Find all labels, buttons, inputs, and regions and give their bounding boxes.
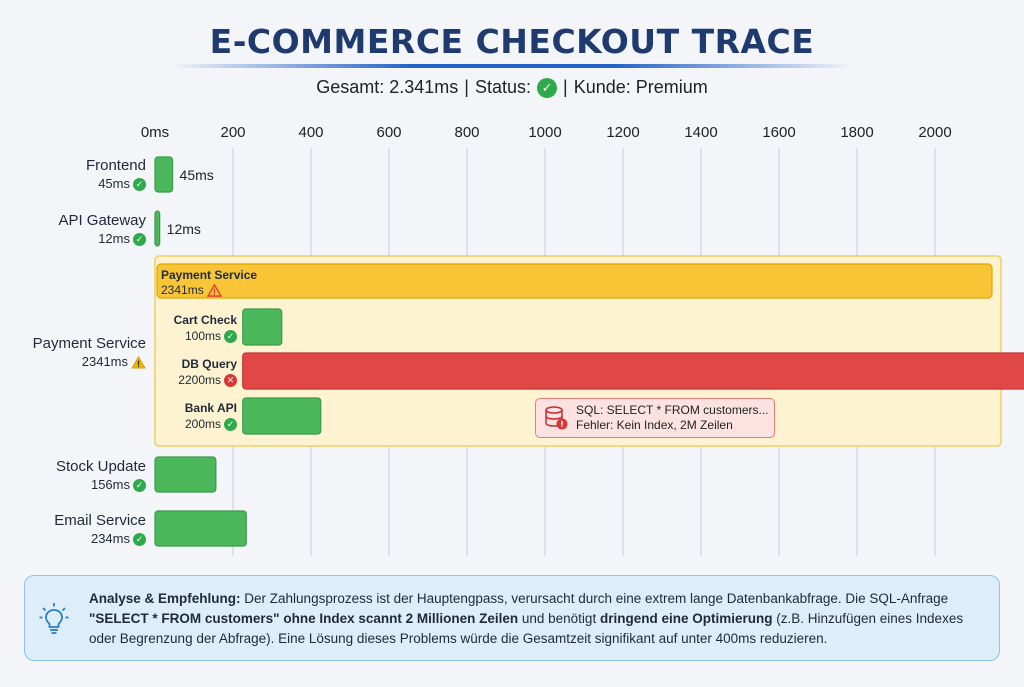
bar-cart-check	[242, 308, 283, 346]
check-icon: ✓	[224, 417, 237, 431]
x-tick-label: 2000	[918, 124, 951, 141]
analysis-panel: Analyse & Empfehlung: Der Zahlungsprozes…	[24, 575, 1000, 661]
child-label-cart-check: Cart Check 100ms ✓	[173, 313, 237, 343]
payment-service-bar-label: Payment Service 2341ms	[161, 268, 258, 297]
row-label-frontend: Frontend 45ms ✓	[85, 157, 146, 191]
title-underline	[170, 64, 854, 68]
bar-bank-api	[242, 397, 322, 435]
summary-line: Gesamt: 2.341ms | Status: ✓ | Kunde: Pre…	[0, 77, 1024, 98]
check-icon: ✓	[133, 532, 146, 546]
row-label-api-gateway: API Gateway 12ms ✓	[58, 212, 146, 246]
x-tick-label: 1800	[840, 124, 873, 141]
bar-stock-update	[154, 456, 217, 493]
bars: 45ms 12ms	[154, 156, 1024, 547]
x-tick-label: 800	[454, 124, 479, 141]
child-label-bank-api: Bank API 200ms ✓	[184, 401, 237, 431]
payment-group-background	[154, 255, 1002, 447]
bar-email-service	[154, 510, 247, 547]
x-tick-label: 1400	[684, 124, 717, 141]
database-error-icon	[545, 406, 568, 430]
analysis-text: Analyse & Empfehlung: Der Zahlungsprozes…	[89, 591, 964, 646]
bar-payment-service	[156, 263, 993, 299]
status-label: Status:	[474, 77, 532, 97]
customer-label: Kunde: Premium	[573, 77, 708, 97]
row-label-stock-update: Stock Update 156ms ✓	[55, 458, 146, 492]
page-title: E-COMMERCE CHECKOUT TRACE	[209, 22, 815, 61]
divider: |	[563, 77, 568, 97]
x-axis-ticks: 0ms 200 400 600 800 1000 1200 1400 1600 1800 2000	[141, 124, 952, 141]
x-tick-label: 1600	[762, 124, 795, 141]
x-tick-label: 0ms	[141, 124, 169, 141]
total-time: Gesamt: 2.341ms	[316, 77, 459, 97]
child-label-db-query: DB Query 2200ms ✕	[178, 357, 237, 387]
error-icon: ✕	[224, 373, 237, 387]
check-icon: ✓	[133, 478, 146, 492]
divider: |	[464, 77, 469, 97]
x-tick-label: 1000	[528, 124, 561, 141]
warning-icon	[131, 355, 146, 369]
x-tick-label: 600	[376, 124, 401, 141]
bar-db-query	[242, 352, 1024, 390]
sql-error-annotation: SQL: SELECT * FROM customers... Fehler: …	[535, 398, 775, 438]
sql-text: SQL: SELECT * FROM customers...	[576, 403, 769, 417]
check-icon: ✓	[133, 232, 146, 246]
row-label-email-service: Email Service 234ms ✓	[54, 512, 146, 546]
bar-api-gateway	[154, 210, 161, 247]
row-label-payment-service: Payment Service 2341ms	[32, 335, 146, 369]
x-tick-label: 200	[220, 124, 245, 141]
x-tick-label: 400	[298, 124, 323, 141]
bar-frontend	[154, 156, 174, 193]
check-icon: ✓	[537, 77, 558, 98]
check-icon: ✓	[133, 177, 146, 191]
lightbulb-icon	[39, 603, 69, 634]
x-tick-label: 1200	[606, 124, 639, 141]
check-icon: ✓	[224, 329, 237, 343]
warning-icon	[206, 284, 222, 297]
bar-value-label: 45ms	[180, 167, 214, 183]
error-text: Fehler: Kein Index, 2M Zeilen	[576, 418, 733, 432]
bar-value-label: 12ms	[167, 221, 201, 237]
